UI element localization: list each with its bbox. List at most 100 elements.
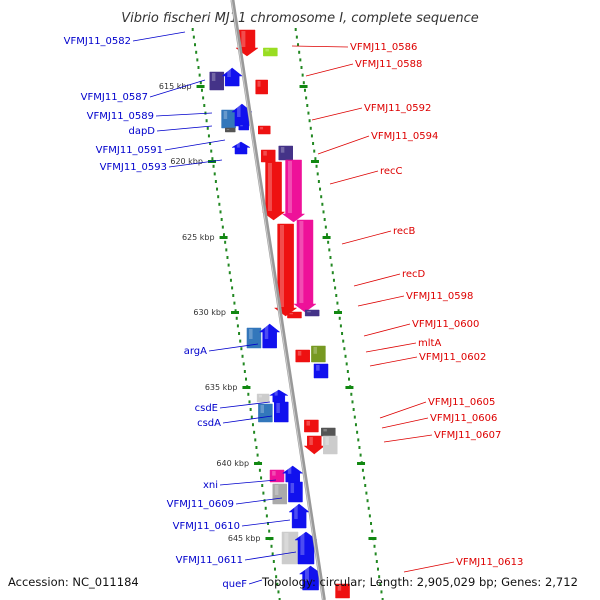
tick-dot	[212, 164, 215, 168]
gene-feature-shine	[297, 351, 302, 356]
leader-line	[383, 434, 433, 443]
gene-label-left: dapD	[128, 126, 155, 137]
tick-dot	[375, 560, 378, 563]
tick-dot	[352, 408, 355, 411]
tick-dot	[358, 446, 361, 449]
tick-dot	[220, 218, 223, 221]
tick-dot	[243, 370, 246, 373]
tick-dot	[222, 233, 225, 237]
topology-text: Topology: circular; Length: 2,905,029 bp…	[261, 575, 578, 589]
gene-label-left: VFMJ11_0591	[96, 145, 163, 156]
tick-dot	[225, 248, 228, 252]
tick-dot	[197, 66, 200, 69]
tick-dot	[248, 400, 251, 404]
gene-label-left: VFMJ11_0582	[64, 36, 131, 47]
gene-feature	[269, 469, 285, 483]
tick-dot	[309, 126, 312, 130]
gene-feature-shine	[316, 365, 320, 371]
tick-dot	[334, 286, 337, 290]
tick-dot	[307, 111, 310, 115]
leader-line	[149, 79, 206, 98]
tick-dot	[370, 522, 373, 525]
leader-line	[381, 417, 429, 429]
gene-label-right: VFMJ11_0600	[412, 319, 479, 330]
tick-dot	[213, 172, 216, 176]
tick-dot	[367, 506, 370, 510]
tick-dot	[312, 142, 315, 145]
tick-dot	[363, 476, 366, 480]
tick-dot	[301, 73, 304, 77]
major-tick-left	[196, 85, 205, 88]
gene-feature-shine	[249, 329, 253, 339]
leader-line	[208, 343, 259, 352]
gene-feature	[287, 311, 302, 319]
tick-dot	[316, 172, 319, 176]
tick-dot	[255, 446, 258, 449]
tick-dot	[273, 567, 276, 571]
tick-dot	[299, 58, 302, 62]
gene-feature	[288, 481, 303, 503]
gene-label-left: csdA	[197, 418, 221, 429]
gene-feature	[238, 123, 250, 131]
gene-feature	[335, 583, 350, 599]
tick-dot	[300, 66, 303, 69]
tick-dot	[350, 392, 353, 396]
gene-label-left: VFMJ11_0593	[100, 162, 167, 173]
major-tick-right	[334, 311, 343, 314]
gene-label-right: VFMJ11_0592	[364, 103, 431, 114]
tick-dot	[295, 35, 298, 39]
tick-dot	[238, 332, 241, 335]
major-tick-left	[265, 537, 274, 540]
tick-dot	[365, 491, 368, 495]
gene-feature-shine	[211, 73, 216, 81]
tick-dot	[366, 499, 369, 503]
tick-dot	[245, 377, 248, 381]
tick-dot	[261, 484, 264, 487]
gene-feature-shine	[300, 533, 305, 555]
major-tick-left	[219, 236, 228, 239]
leader-line	[156, 125, 213, 132]
tick-dot	[380, 590, 383, 594]
leader-line	[291, 45, 349, 48]
gene-feature-shine	[274, 485, 279, 495]
tick-dot	[314, 157, 317, 161]
scale-tick-label: 620 kbp	[170, 157, 203, 166]
gene-label-right: mltA	[418, 338, 441, 349]
leader-line	[403, 561, 455, 573]
gene-label-right: recD	[402, 269, 426, 280]
tick-dot	[233, 301, 236, 305]
tick-dot	[346, 370, 349, 373]
gene-feature-shine	[237, 105, 241, 117]
gene-feature-shine	[306, 421, 310, 426]
scale-tick-label: 615 kbp	[159, 82, 192, 91]
major-tick-right	[299, 85, 308, 88]
tick-dot	[339, 324, 342, 328]
tick-dot	[241, 354, 244, 358]
tick-dot	[275, 575, 278, 579]
gene-feature	[258, 125, 271, 135]
gene-feature	[231, 141, 251, 155]
tick-dot	[196, 58, 199, 62]
tick-dot	[361, 468, 364, 472]
gene-label-right: VFMJ11_0588	[355, 59, 422, 70]
tick-dot	[345, 362, 348, 366]
gene-label-right: VFMJ11_0606	[430, 413, 497, 424]
tick-dot	[216, 187, 219, 191]
gene-feature-shine	[236, 143, 240, 148]
gene-feature	[293, 219, 317, 313]
tick-dot	[206, 126, 209, 130]
tick-dot	[374, 552, 377, 556]
tick-dot	[191, 28, 194, 31]
tick-dot	[308, 119, 311, 123]
tick-dot	[202, 96, 205, 100]
leader-line	[219, 479, 277, 486]
leader-line	[235, 497, 283, 505]
scale-tick-label: 640 kbp	[216, 459, 249, 468]
gene-label-right: VFMJ11_0598	[406, 291, 473, 302]
gene-feature	[288, 503, 310, 529]
tick-dot	[356, 430, 359, 434]
tick-dot	[344, 354, 347, 358]
scale-ticks: 615 kbp 620 kbp 625 kbp 630 kbp 635 kbp 640 k…	[159, 82, 377, 543]
backbone-highlight	[230, 0, 324, 600]
tick-dot	[240, 347, 243, 351]
